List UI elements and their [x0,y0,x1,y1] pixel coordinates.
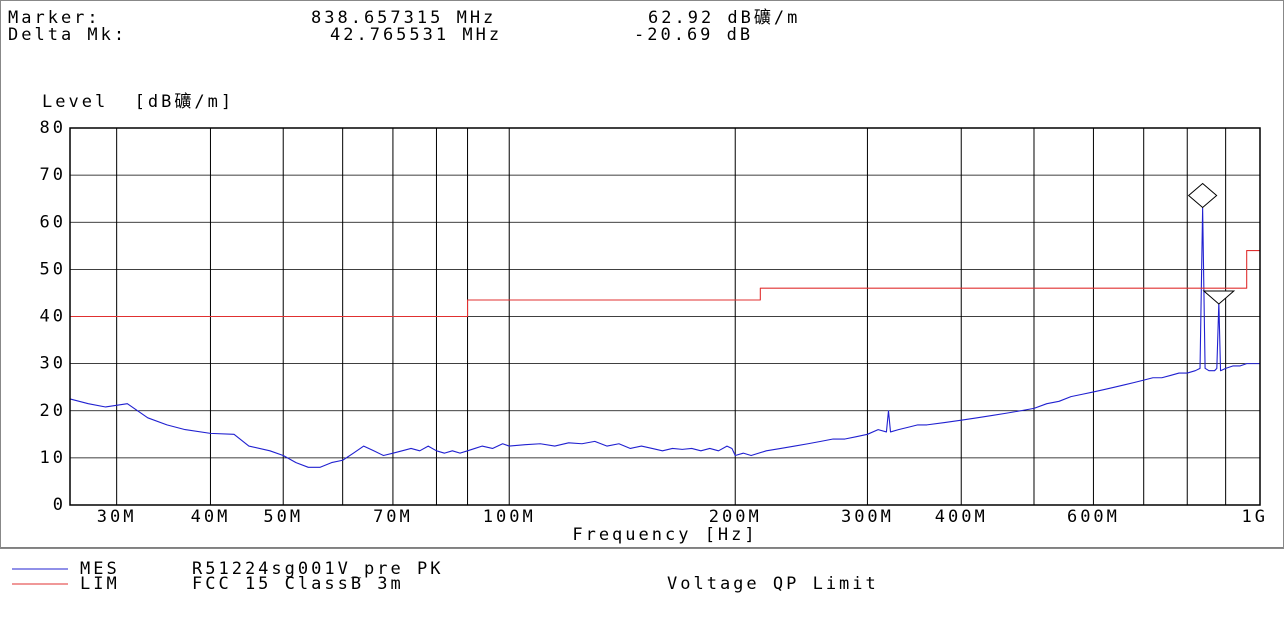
marker-frequency: 838.657315 MHz [311,8,497,28]
marker-level: 62.92 dB礦/m [648,8,801,28]
y-tick-labels: 0 10 20 30 40 50 60 70 80 [40,118,66,515]
delta-marker-label: Delta Mk: [8,25,128,45]
x-tick-label: 30M [97,507,137,527]
y-tick-label: 30 [40,354,66,374]
x-axis-label: Frequency [Hz] [572,525,757,545]
y-tick-label: 40 [40,307,66,327]
y-tick-label: 50 [40,259,66,279]
x-tick-label: 300M [841,507,894,527]
delta-marker-frequency: 42.765531 MHz [330,25,503,45]
delta-reference-marker [1187,182,1218,209]
legend-text-lim: FCC 15 ClassB 3m [192,574,404,594]
x-tick-label: 100M [483,507,536,527]
y-tick-label: 80 [40,118,66,138]
plot-frame [69,127,1261,506]
x-tick-label: 40M [191,507,231,527]
x-tick-labels: 30M 40M 50M 70M 100M 200M 300M 400M 600M 1G [97,507,1268,527]
legend-code-mes: MES [80,559,120,579]
y-tick-label: 60 [40,212,66,232]
y-axis-label: Level [dB礦/m] [42,92,235,112]
x-tick-label: 400M [935,507,988,527]
grid [70,128,1260,505]
x-tick-label: 50M [263,507,303,527]
series-line-mes [69,207,1260,468]
legend-code-lim: LIM [80,574,120,594]
active-marker [1202,290,1236,305]
series-line-lim [70,249,1260,318]
legend-text-mes: R51224sg001V_pre PK [192,559,443,579]
y-tick-label: 70 [40,165,66,185]
markers [1187,182,1236,305]
marker-label: Marker: [8,8,101,28]
panel-frame [0,0,1284,549]
legend-extra-lim: Voltage QP Limit [667,574,879,594]
x-tick-label: 1G [1242,507,1268,527]
delta-marker-level: -20.69 dB [634,25,754,45]
y-tick-label: 10 [40,448,66,468]
y-tick-label: 0 [53,495,66,515]
y-tick-label: 20 [40,401,66,421]
series-lines [69,207,1260,468]
legend: MES R51224sg001V_pre PK LIM FCC 15 Class… [12,559,879,594]
x-tick-label: 200M [709,507,762,527]
x-tick-label: 600M [1067,507,1120,527]
x-tick-label: 70M [373,507,413,527]
